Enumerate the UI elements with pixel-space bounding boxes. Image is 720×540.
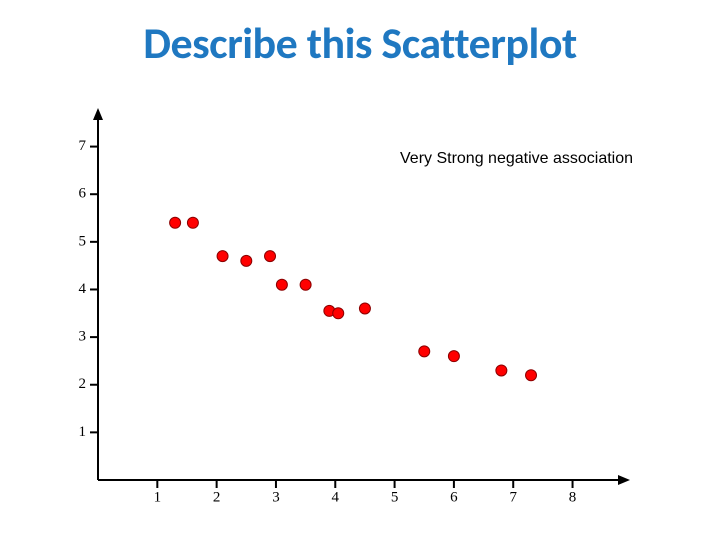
data-point (241, 255, 252, 266)
data-point (419, 346, 430, 357)
x-tick-label: 4 (332, 490, 340, 506)
y-tick-label: 7 (79, 138, 87, 154)
data-point (300, 279, 311, 290)
x-tick-label: 3 (272, 490, 280, 506)
data-point (333, 308, 344, 319)
data-point (276, 279, 287, 290)
x-tick-label: 5 (391, 490, 399, 506)
x-tick-label: 6 (450, 490, 458, 506)
data-point (217, 251, 228, 262)
data-point (187, 217, 198, 228)
x-tick-label: 7 (509, 490, 517, 506)
x-tick-label: 8 (569, 490, 577, 506)
y-tick-label: 3 (79, 329, 87, 345)
y-tick-label: 5 (79, 233, 87, 249)
x-tick-label: 1 (154, 490, 162, 506)
scatter-chart: 1 2 3 4 5 6 7 1 2 3 4 5 6 7 8 (70, 108, 630, 508)
y-tick-label: 2 (79, 376, 87, 392)
x-tick-label: 2 (213, 490, 221, 506)
data-point (448, 351, 459, 362)
scatter-chart-svg: 1 2 3 4 5 6 7 1 2 3 4 5 6 7 8 (70, 108, 630, 508)
y-tick-label: 6 (79, 186, 87, 202)
y-tick-label: 4 (79, 281, 87, 297)
data-point (359, 303, 370, 314)
y-tick-label: 1 (79, 424, 87, 440)
data-point (170, 217, 181, 228)
page-title: Describe this Scatterplot (0, 16, 720, 70)
data-point (526, 370, 537, 381)
data-point (265, 251, 276, 262)
data-point (496, 365, 507, 376)
